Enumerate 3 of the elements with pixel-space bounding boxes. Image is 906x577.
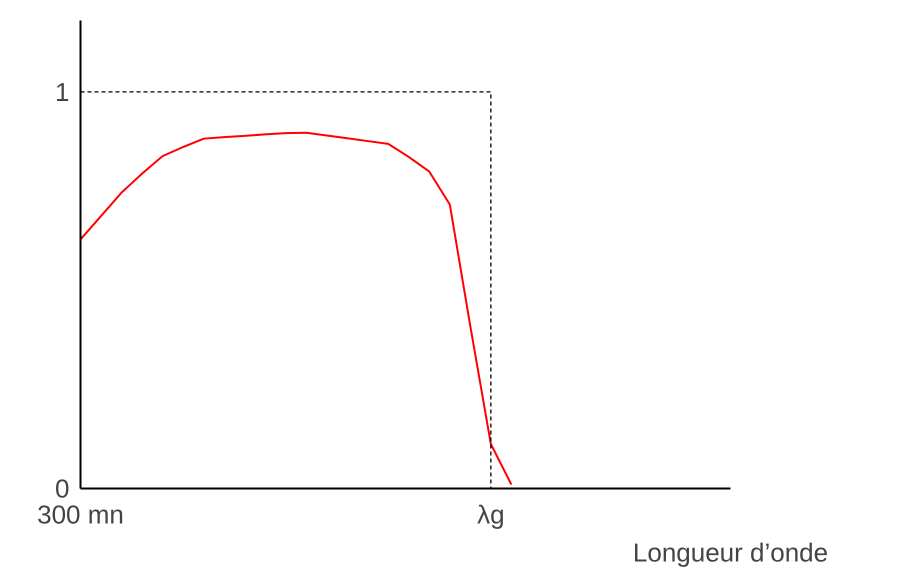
x-axis-title: Longueur d’onde [632,538,828,568]
x-tick-label: λg [477,500,505,530]
y-tick-label: 1 [55,76,70,107]
